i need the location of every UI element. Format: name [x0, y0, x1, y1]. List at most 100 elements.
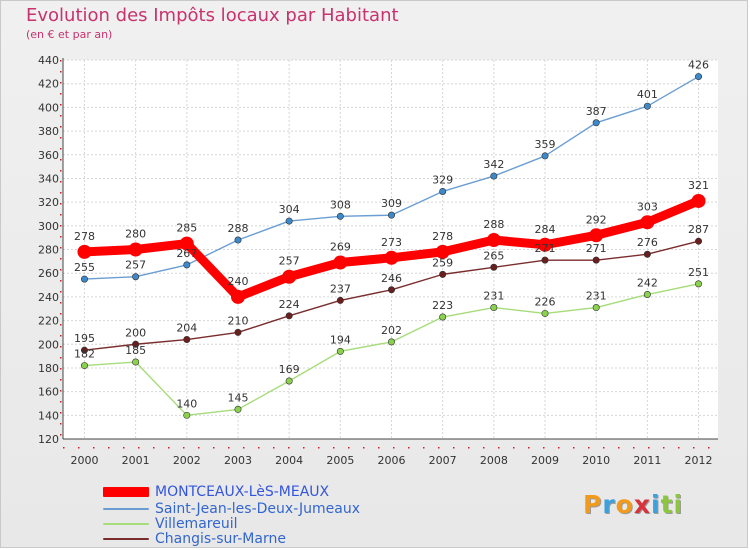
- x-axis-dot: [318, 447, 320, 449]
- data-label: 231: [586, 290, 607, 303]
- y-tick-label: 380: [38, 125, 59, 138]
- data-point: [387, 211, 395, 219]
- y-axis-dot: [60, 60, 62, 62]
- x-axis-dot: [408, 447, 410, 449]
- data-label: 242: [637, 277, 658, 290]
- x-axis-dot: [438, 447, 440, 449]
- x-tick-label: 2000: [70, 454, 98, 467]
- data-label: 185: [125, 344, 146, 357]
- x-tick-label: 2011: [633, 454, 661, 467]
- x-tick-label: 2001: [122, 454, 150, 467]
- data-label: 278: [432, 230, 453, 243]
- y-tick-label: 320: [38, 196, 59, 209]
- y-axis-dot: [60, 291, 62, 293]
- x-axis-dot: [573, 447, 575, 449]
- data-label: 194: [330, 333, 351, 346]
- data-label: 145: [227, 391, 248, 404]
- x-tick-label: 2003: [224, 454, 252, 467]
- y-tick-label: 340: [38, 172, 59, 185]
- y-axis-dot: [60, 104, 62, 106]
- y-axis-dot: [60, 181, 62, 183]
- logo-letter: x: [633, 490, 651, 519]
- data-point: [234, 405, 242, 413]
- data-point: [439, 313, 447, 321]
- data-label: 287: [688, 223, 709, 236]
- data-point: [640, 215, 655, 230]
- y-axis-dot: [60, 269, 62, 271]
- x-axis-dot: [468, 447, 470, 449]
- y-tick-label: 260: [38, 267, 59, 280]
- data-label: 288: [227, 222, 248, 235]
- data-point: [592, 119, 600, 127]
- data-point: [589, 228, 604, 243]
- data-point: [336, 212, 344, 220]
- y-tick-label: 280: [38, 244, 59, 257]
- x-axis-dot: [708, 447, 710, 449]
- data-label: 278: [74, 230, 95, 243]
- data-label: 237: [330, 282, 351, 295]
- data-point: [643, 250, 651, 258]
- x-tick-label: 2007: [429, 454, 457, 467]
- data-point: [234, 328, 242, 336]
- data-point: [183, 261, 191, 269]
- data-point: [387, 286, 395, 294]
- y-axis-dot: [60, 368, 62, 370]
- y-axis-dot: [60, 346, 62, 348]
- x-axis-dot: [198, 447, 200, 449]
- data-point: [77, 244, 92, 259]
- x-axis-dot: [93, 447, 95, 449]
- data-label: 169: [279, 363, 300, 376]
- data-label: 308: [330, 198, 351, 211]
- y-axis-dot: [60, 379, 62, 381]
- data-point: [490, 172, 498, 180]
- data-label: 304: [279, 203, 300, 216]
- data-label: 251: [688, 266, 709, 279]
- y-axis-dot: [60, 401, 62, 403]
- y-axis-dot: [60, 357, 62, 359]
- legend-entry: MONTCEAUX-LèS-MEAUX: [103, 485, 329, 499]
- x-axis-dot: [678, 447, 680, 449]
- x-axis-dot: [288, 447, 290, 449]
- data-point: [695, 237, 703, 245]
- data-label: 267: [176, 247, 197, 260]
- data-label: 195: [74, 332, 95, 345]
- x-tick-label: 2002: [173, 454, 201, 467]
- legend-swatch: [103, 538, 149, 540]
- y-tick-label: 420: [38, 78, 59, 91]
- logo-letter: t: [660, 490, 674, 519]
- data-label: 387: [586, 105, 607, 118]
- x-axis-dot: [528, 447, 530, 449]
- y-axis-dot: [60, 170, 62, 172]
- y-tick-label: 180: [38, 362, 59, 375]
- x-axis-dot: [483, 447, 485, 449]
- data-label: 223: [432, 299, 453, 312]
- x-tick-label: 2009: [531, 454, 559, 467]
- data-point: [336, 347, 344, 355]
- x-axis-dot: [78, 447, 80, 449]
- x-axis-dot: [168, 447, 170, 449]
- y-axis-dot: [60, 137, 62, 139]
- y-axis-dot: [60, 423, 62, 425]
- data-point: [285, 377, 293, 385]
- data-label: 401: [637, 88, 658, 101]
- x-axis-dot: [333, 447, 335, 449]
- data-point: [643, 291, 651, 299]
- data-point: [384, 250, 399, 265]
- data-label: 276: [637, 236, 658, 249]
- x-axis-dot: [183, 447, 185, 449]
- data-point: [439, 187, 447, 195]
- data-point: [387, 338, 395, 346]
- data-point: [541, 256, 549, 264]
- y-tick-label: 440: [38, 54, 59, 67]
- x-axis-dot: [108, 447, 110, 449]
- y-tick-label: 400: [38, 101, 59, 114]
- x-tick-label: 2004: [275, 454, 303, 467]
- chart-subtitle: (en € et par an): [26, 28, 113, 41]
- data-label: 280: [125, 228, 146, 241]
- data-label: 273: [381, 236, 402, 249]
- legend-swatch: [103, 508, 149, 510]
- x-tick-label: 2008: [480, 454, 508, 467]
- y-tick-label: 120: [38, 433, 59, 446]
- x-axis-dot: [153, 447, 155, 449]
- x-axis-dot: [378, 447, 380, 449]
